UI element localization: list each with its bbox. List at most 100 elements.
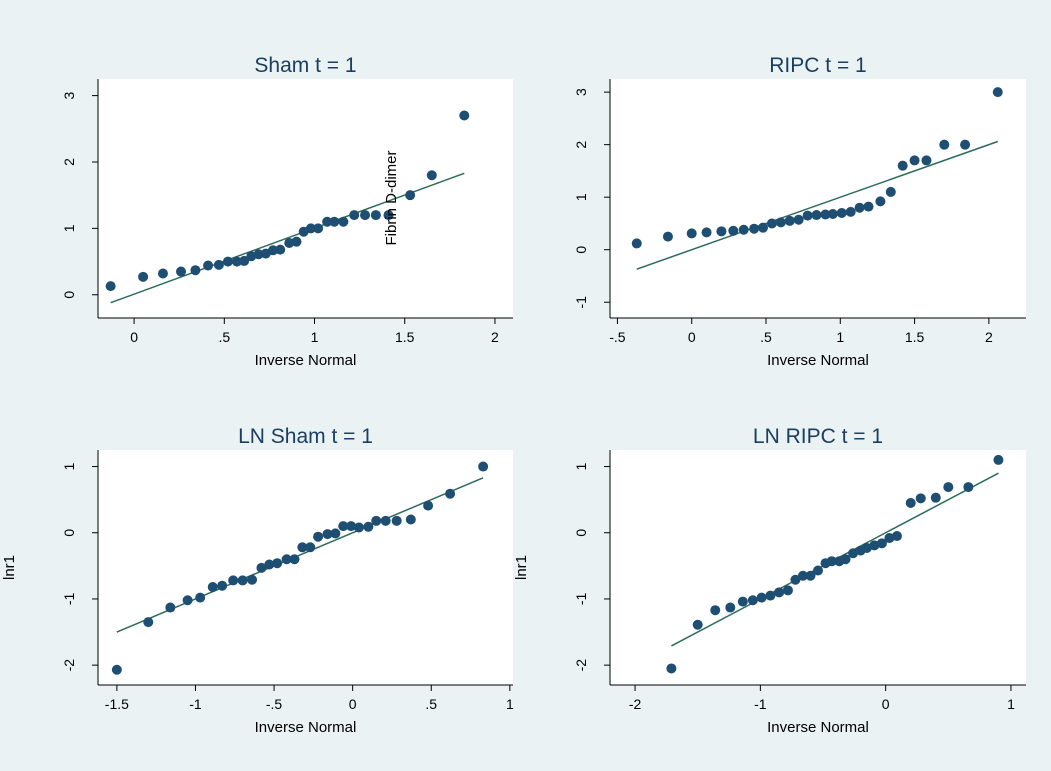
data-point (383, 210, 394, 221)
data-point (802, 210, 813, 221)
y-tick-label: 1 (573, 462, 589, 470)
y-tick-label: 0 (61, 529, 77, 537)
data-point (840, 554, 851, 565)
data-point (275, 244, 286, 255)
data-point (322, 216, 333, 227)
data-point (863, 201, 874, 212)
y-tick-label: 2 (61, 158, 77, 166)
data-point (363, 521, 374, 532)
data-point (905, 497, 916, 508)
data-point (725, 602, 736, 613)
data-point (391, 515, 402, 526)
plot-area (98, 450, 513, 685)
chart-panel-3: -1.5 -1 -.5 0 .5 1 -2 -1 0 1 LN Sham t = 1 Inverse … (1, 425, 514, 736)
data-point (943, 482, 954, 493)
data-point (138, 271, 149, 282)
reference-line (116, 477, 484, 633)
data-point (782, 585, 793, 596)
x-tick-label: 1 (311, 329, 319, 345)
data-point (313, 223, 324, 234)
data-point (338, 216, 349, 227)
data-point (875, 196, 886, 207)
data-point (405, 190, 416, 201)
x-tick-label: .5 (218, 329, 230, 345)
y-tick-label: 0 (573, 529, 589, 537)
chart-panel-4: -2 -1 0 1 -2 -1 0 1 LN RIPC t = 1 Inverse Normal l… (513, 425, 1026, 736)
data-point (313, 531, 324, 542)
data-point (264, 559, 275, 570)
y-tick-label: -1 (61, 593, 77, 606)
data-point (222, 256, 233, 267)
data-point (909, 155, 920, 166)
chart-panel-1: 0 .5 1 1.5 2 0 1 2 3 Sham t = 1 Inverse Normal Fibr… (61, 54, 513, 369)
data-point (993, 454, 1004, 465)
data-point (963, 482, 974, 493)
data-point (631, 238, 642, 249)
y-tick-label: 3 (573, 88, 589, 96)
y-tick-label: -1 (573, 593, 589, 606)
y-tick-label: 0 (573, 246, 589, 254)
data-point (111, 664, 122, 675)
x-tick-label: 0 (688, 329, 696, 345)
y-tick-label: 1 (573, 193, 589, 201)
data-point (765, 590, 776, 601)
annotation-label: Fibrin D-dimer (383, 150, 400, 245)
data-point (992, 87, 1003, 98)
data-point (897, 160, 908, 171)
data-point (297, 542, 308, 553)
data-point (701, 227, 712, 238)
data-point (666, 663, 677, 674)
data-point (305, 223, 316, 234)
x-tick-label: .5 (425, 696, 437, 712)
y-tick-label: 1 (61, 462, 77, 470)
data-point (876, 538, 887, 549)
data-point (716, 226, 727, 237)
data-point (195, 592, 206, 603)
data-point (346, 521, 357, 532)
data-point (281, 554, 292, 565)
data-point (459, 110, 470, 121)
data-point (349, 210, 360, 221)
data-point (784, 215, 795, 226)
x-tick-label: -1 (189, 696, 202, 712)
data-point (915, 493, 926, 504)
data-point (793, 214, 804, 225)
data-point (921, 155, 932, 166)
x-tick-label: 0 (349, 696, 357, 712)
data-point (747, 595, 758, 606)
data-point (766, 218, 777, 229)
data-point (930, 492, 941, 503)
y-tick-label: -2 (573, 659, 589, 672)
data-point (329, 216, 340, 227)
y-tick-label: -2 (61, 659, 77, 672)
data-point (213, 259, 224, 270)
data-point (827, 208, 838, 219)
data-point (790, 574, 801, 585)
data-point (869, 540, 880, 551)
data-point (774, 587, 785, 598)
x-tick-label: -1.5 (105, 696, 129, 712)
x-tick-label: 0 (882, 696, 890, 712)
data-point (758, 222, 769, 233)
data-point (820, 209, 831, 220)
data-point (105, 281, 116, 292)
data-point (176, 266, 186, 277)
data-point (445, 488, 456, 499)
data-point (182, 595, 193, 606)
data-point (405, 514, 416, 525)
x-tick-label: -1 (754, 696, 767, 712)
data-point (854, 202, 865, 213)
data-point (291, 236, 302, 247)
data-point (165, 602, 176, 613)
data-point (749, 223, 760, 234)
x-tick-label: 1.5 (905, 329, 925, 345)
x-axis-title: Inverse Normal (767, 352, 869, 369)
x-axis-title: Inverse Normal (255, 719, 357, 736)
data-point (478, 461, 489, 472)
data-point (423, 500, 434, 511)
data-point (330, 528, 341, 539)
panel-title: LN RIPC t = 1 (753, 425, 883, 448)
data-point (426, 170, 437, 181)
data-point (256, 562, 267, 573)
y-axis-title: lnr1 (1, 555, 18, 580)
